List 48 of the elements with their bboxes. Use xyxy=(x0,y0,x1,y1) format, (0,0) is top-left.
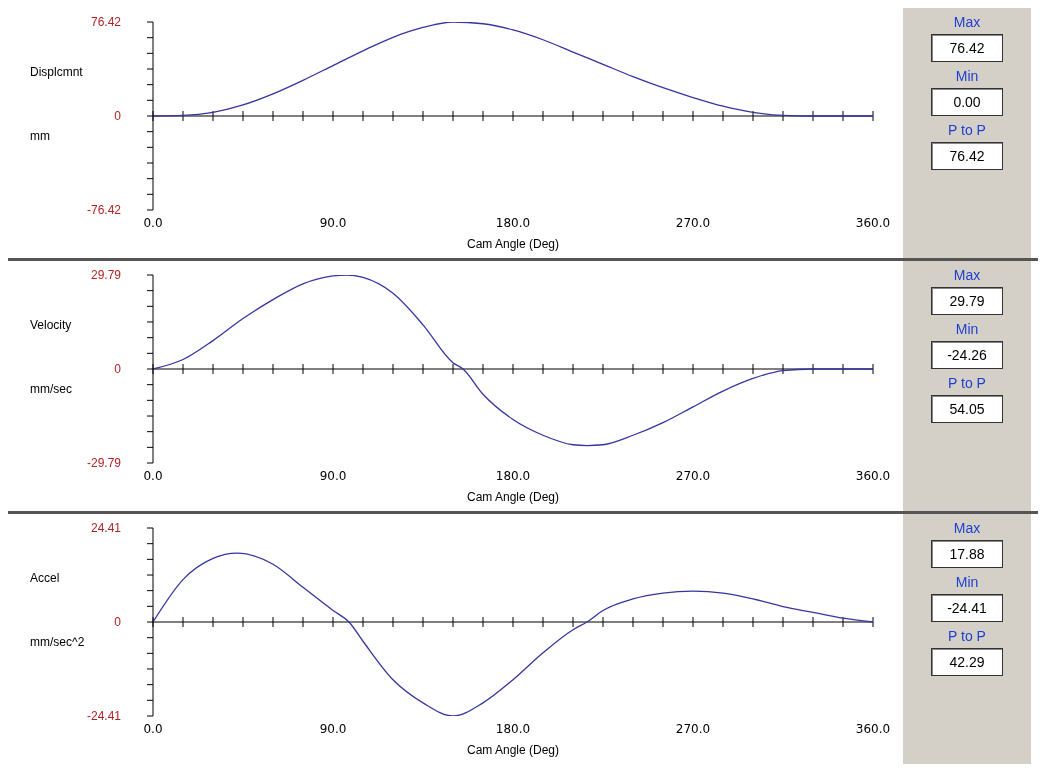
x-tick-label: 0.0 xyxy=(143,468,163,483)
y-tick-label: -76.42 xyxy=(86,203,122,218)
x-tick-label: 180.0 xyxy=(495,721,531,736)
x-tick-label: 270.0 xyxy=(675,215,711,230)
text: Velocity mm/sec xyxy=(30,318,72,396)
x-tick-label: 90.0 xyxy=(319,721,347,736)
y-tick-label: 29.79 xyxy=(90,268,122,283)
y-tick-label: -24.41 xyxy=(86,709,122,724)
x-tick-label: 90.0 xyxy=(319,215,347,230)
text: P to P xyxy=(948,628,986,646)
text: 54.05 xyxy=(931,395,1003,423)
text: 42.29 xyxy=(931,648,1003,676)
text: 76.42 xyxy=(931,34,1003,62)
text: 76.42 xyxy=(931,142,1003,170)
y-tick-label: 0 xyxy=(114,362,122,377)
x-tick-label: 360.0 xyxy=(855,721,891,736)
text: Displcmnt mm xyxy=(30,65,83,143)
text: Min xyxy=(955,574,979,592)
y-tick-label: 76.42 xyxy=(90,15,122,30)
x-tick-label: 0.0 xyxy=(143,215,163,230)
text: 0.00 xyxy=(931,88,1003,116)
text: Max xyxy=(953,520,981,538)
x-axis-title: Cam Angle (Deg) xyxy=(466,490,560,504)
x-axis-title: Cam Angle (Deg) xyxy=(466,743,560,757)
x-tick-label: 360.0 xyxy=(855,468,891,483)
text: Max xyxy=(953,267,981,285)
x-tick-label: 360.0 xyxy=(855,215,891,230)
y-tick-label: 24.41 xyxy=(90,521,122,536)
x-axis-title: Cam Angle (Deg) xyxy=(466,237,560,251)
text: Min xyxy=(955,68,979,86)
x-tick-label: 90.0 xyxy=(319,468,347,483)
y-tick-label: 0 xyxy=(114,109,122,124)
text: Max xyxy=(953,14,981,32)
x-tick-label: 270.0 xyxy=(675,468,711,483)
text: 29.79 xyxy=(931,287,1003,315)
text: Accel mm/sec^2 xyxy=(30,571,85,649)
x-tick-label: 0.0 xyxy=(143,721,163,736)
text: -24.41 xyxy=(931,594,1003,622)
y-tick-label: -29.79 xyxy=(86,456,122,471)
x-tick-label: 180.0 xyxy=(495,468,531,483)
text: -24.26 xyxy=(931,341,1003,369)
x-tick-label: 180.0 xyxy=(495,215,531,230)
x-tick-label: 270.0 xyxy=(675,721,711,736)
y-tick-label: 0 xyxy=(114,615,122,630)
text: P to P xyxy=(948,122,986,140)
text: Min xyxy=(955,321,979,339)
text: 17.88 xyxy=(931,540,1003,568)
text: P to P xyxy=(948,375,986,393)
